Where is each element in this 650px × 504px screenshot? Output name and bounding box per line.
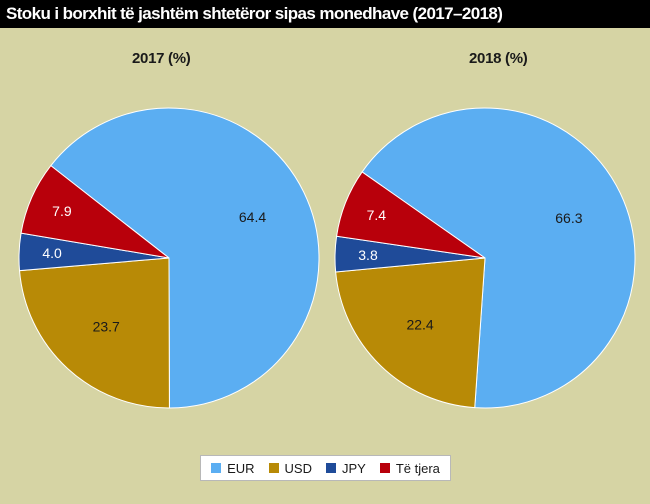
pie-slice-2018-eur (361, 107, 636, 409)
legend-swatch-jpy (325, 463, 336, 473)
legend-label-eur: EUR (227, 460, 255, 476)
pie-slice-2017-eur (50, 107, 320, 409)
pie-slice-2017-usd (18, 257, 170, 409)
pie-slice-2018-usd (335, 257, 486, 409)
data-label-2018-te-tjera: 7.4 (367, 207, 387, 223)
legend-label-usd: USD (284, 460, 312, 476)
legend-item-usd: USD (268, 460, 312, 476)
chart-title-2018: 2018 (%) (469, 50, 528, 67)
legend-swatch-te-tjera (379, 463, 390, 473)
legend-swatch-eur (211, 463, 222, 473)
chart-title-2017: 2017 (%) (132, 50, 191, 67)
data-label-2018-jpy: 3.8 (358, 247, 378, 263)
pie-charts: 64.4 23.7 4.0 7.9 66.3 22.4 3.8 7.4 (18, 107, 636, 409)
data-label-2017-usd: 23.7 (93, 319, 120, 335)
pie-slice-2018-te-tjera (336, 171, 486, 259)
data-label-2018-usd: 22.4 (406, 317, 433, 333)
legend-item-jpy: JPY (325, 460, 366, 476)
legend-item-te-tjera: Të tjera (379, 460, 440, 476)
title-bar: Stoku i borxhit të jashtëm shtetëror sip… (0, 0, 650, 28)
page-title: Stoku i borxhit të jashtëm shtetëror sip… (6, 4, 503, 23)
legend-swatch-usd (268, 463, 279, 473)
data-label-2017-te-tjera: 7.9 (52, 203, 72, 219)
pie-slice-2017-te-tjera (20, 164, 170, 259)
data-label-2017-jpy: 4.0 (42, 245, 62, 261)
legend-label-jpy: JPY (341, 460, 366, 476)
legend-label-te-tjera: Të tjera (395, 460, 440, 476)
legend-item-eur: EUR (211, 460, 255, 476)
data-label-2018-eur: 66.3 (555, 210, 582, 226)
legend: EUR USD JPY Të tjera (200, 455, 451, 481)
data-label-2017-eur: 64.4 (239, 209, 266, 225)
